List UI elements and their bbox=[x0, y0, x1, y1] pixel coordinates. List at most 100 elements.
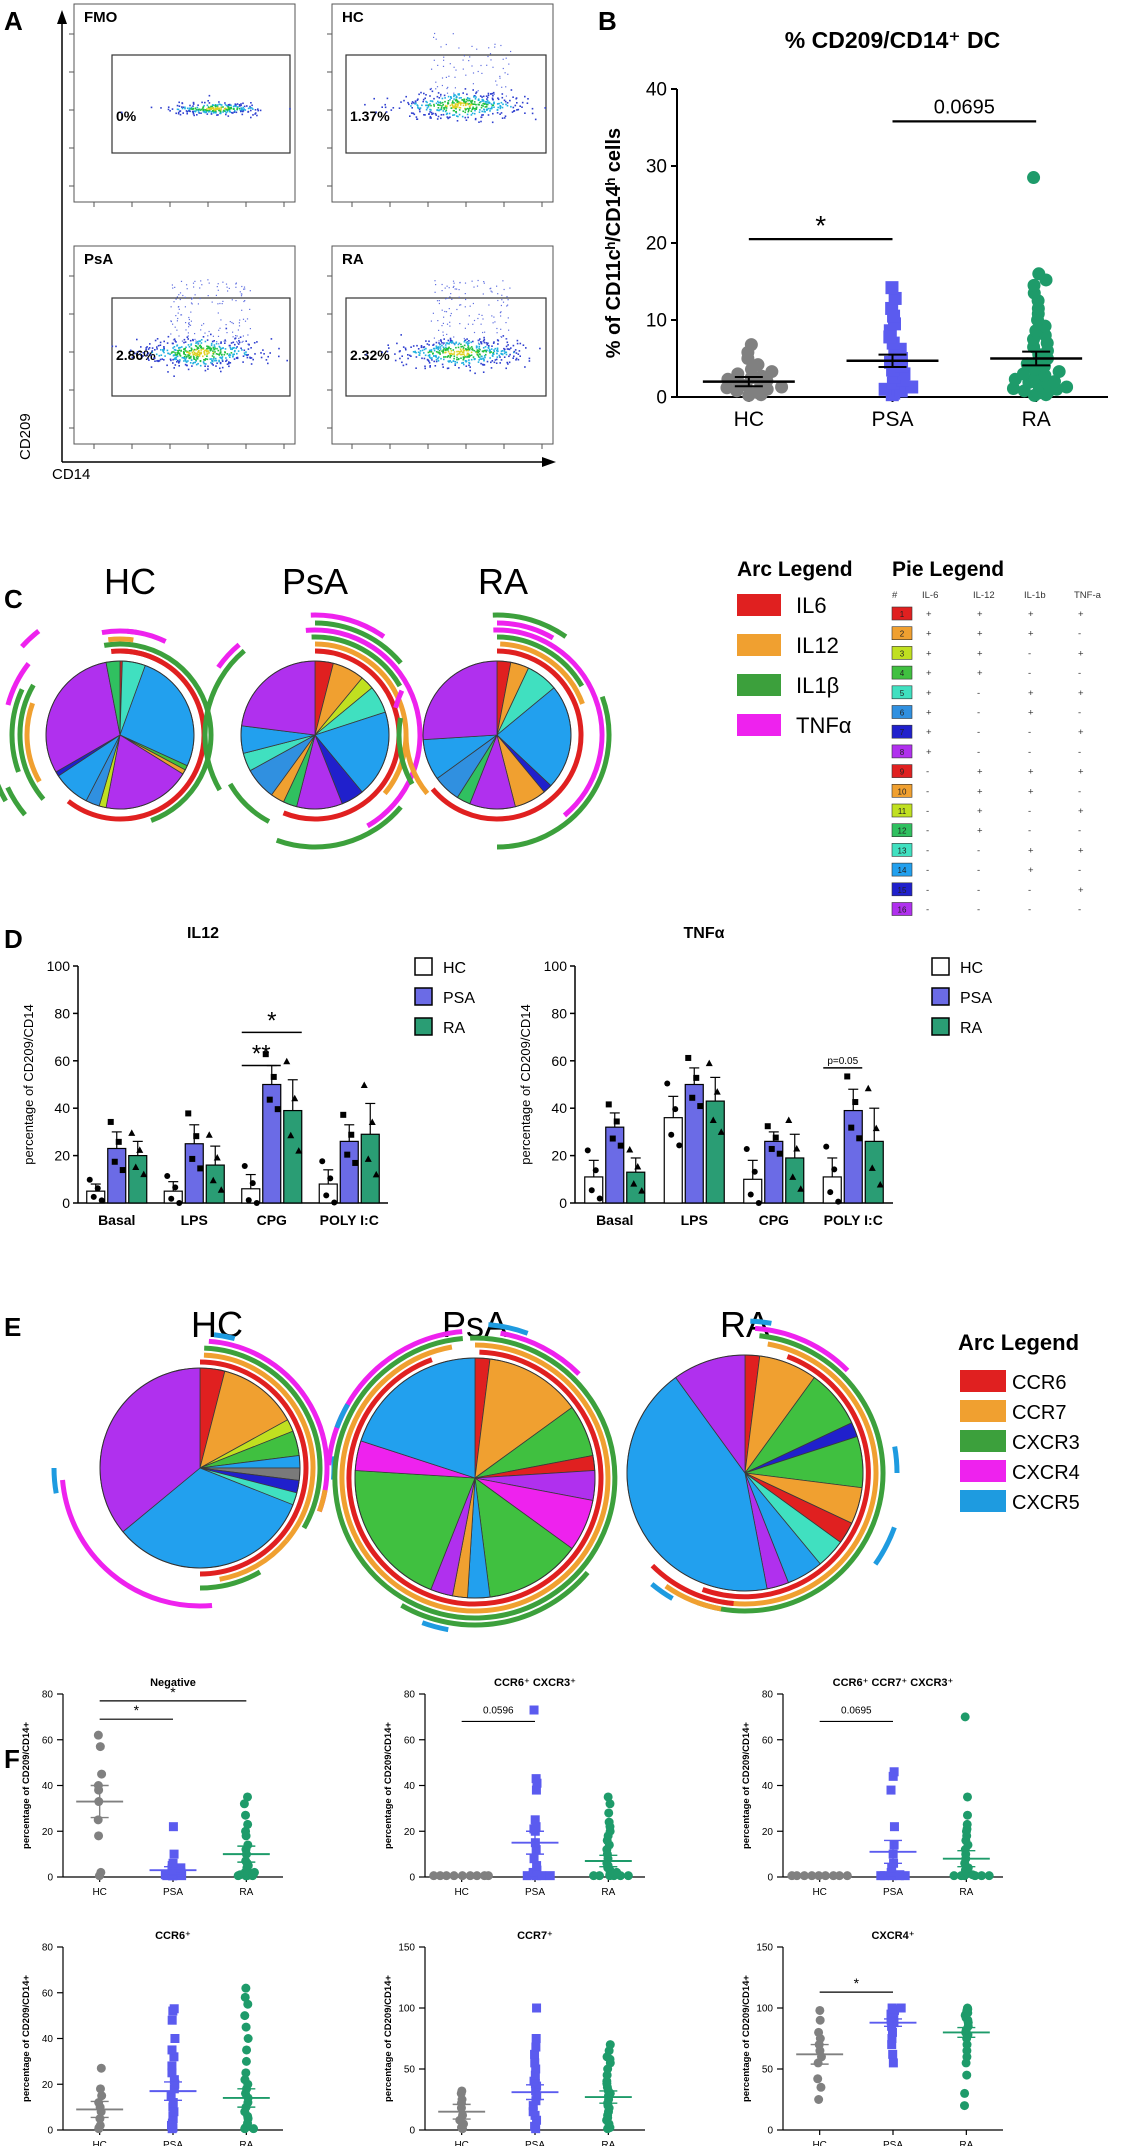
flow-event-dot bbox=[501, 86, 503, 88]
flow-event-dot bbox=[425, 94, 427, 96]
flow-event-dot bbox=[224, 339, 226, 341]
pie-legend-swatch bbox=[891, 705, 913, 719]
flow-event-dot bbox=[416, 104, 419, 106]
flow-event-dot bbox=[407, 354, 409, 356]
flow-event-dot bbox=[462, 348, 464, 350]
flow-event-dot bbox=[442, 351, 444, 354]
flow-event-dot bbox=[410, 355, 412, 357]
pie-legend-value: + bbox=[1078, 648, 1084, 659]
bar bbox=[684, 1083, 704, 1204]
flow-event-dot bbox=[192, 103, 195, 105]
flow-event-dot bbox=[188, 110, 190, 112]
flow-event-dot bbox=[241, 341, 243, 343]
data-point bbox=[170, 2034, 180, 2043]
flow-event-dot bbox=[452, 105, 454, 108]
flow-event-dot bbox=[473, 286, 475, 288]
flow-event-dot bbox=[462, 350, 465, 353]
flow-event-dot bbox=[429, 100, 432, 102]
flow-event-dot bbox=[242, 106, 244, 109]
flow-event-dot bbox=[182, 294, 184, 297]
flow-event-dot bbox=[458, 102, 460, 104]
flow-event-dot bbox=[195, 342, 197, 344]
flow-event-dot bbox=[202, 347, 205, 350]
y-tick-label: 0 bbox=[47, 2126, 53, 2137]
y-axis-label: percentage of CD209/CD14+ bbox=[741, 1722, 752, 1849]
data-point bbox=[253, 1200, 260, 1206]
flow-event-dot bbox=[445, 76, 447, 78]
flow-event-dot bbox=[239, 109, 242, 111]
data-point bbox=[630, 1180, 638, 1187]
flow-event-dot bbox=[186, 351, 188, 353]
flow-event-dot bbox=[427, 351, 430, 354]
data-point bbox=[668, 1131, 675, 1138]
flow-event-dot bbox=[460, 343, 462, 346]
flow-event-dot bbox=[490, 361, 492, 364]
flow-event-dot bbox=[497, 293, 499, 295]
flow-event-dot bbox=[519, 342, 522, 345]
flow-event-dot bbox=[233, 105, 236, 107]
gate-rect bbox=[111, 54, 291, 154]
flow-event-dot bbox=[228, 103, 231, 106]
flow-event-dot bbox=[453, 95, 455, 98]
flow-event-dot bbox=[233, 111, 236, 113]
flow-event-dot bbox=[455, 98, 457, 101]
flow-event-dot bbox=[244, 109, 247, 111]
flow-event-dot bbox=[437, 346, 440, 348]
flow-event-dot bbox=[219, 353, 221, 355]
flow-event-dot bbox=[207, 368, 209, 370]
flow-event-dot bbox=[439, 346, 442, 348]
flow-event-dot bbox=[175, 356, 178, 358]
flow-event-dot bbox=[493, 93, 495, 95]
data-point bbox=[537, 1871, 547, 1881]
flow-event-dot bbox=[204, 365, 206, 367]
flow-event-dot bbox=[207, 345, 210, 348]
flow-event-dot bbox=[167, 352, 169, 355]
flow-event-dot bbox=[474, 372, 476, 375]
flow-event-dot bbox=[170, 352, 173, 354]
data-point bbox=[531, 2042, 541, 2052]
bar bbox=[339, 1140, 359, 1204]
flow-event-dot bbox=[231, 111, 233, 114]
flow-event-dot bbox=[216, 362, 218, 364]
pie-arc bbox=[110, 648, 164, 665]
flow-event-dot bbox=[485, 100, 488, 103]
flow-event-dot bbox=[182, 351, 185, 353]
data-point bbox=[887, 2027, 897, 2037]
flow-event-dot bbox=[503, 352, 506, 355]
flow-event-dot bbox=[216, 286, 218, 288]
flow-event-dot bbox=[458, 47, 460, 49]
pie-legend-header: IL-1b bbox=[1024, 590, 1046, 601]
pie-arc bbox=[873, 1526, 897, 1566]
data-point bbox=[243, 1999, 253, 2009]
flow-event-dot bbox=[437, 64, 439, 66]
flow-event-dot bbox=[493, 349, 495, 351]
flow-event-dot bbox=[475, 345, 478, 347]
flow-event-dot bbox=[510, 50, 512, 53]
flow-event-dot bbox=[214, 104, 216, 107]
pie-arc bbox=[204, 1345, 323, 1530]
flow-event-dot bbox=[417, 107, 419, 109]
flow-event-dot bbox=[184, 348, 186, 350]
flow-event-dot bbox=[215, 294, 217, 296]
flow-event-dot bbox=[193, 357, 195, 360]
flow-event-dot bbox=[204, 349, 206, 352]
flow-event-dot bbox=[195, 108, 198, 111]
flow-event-dot bbox=[459, 323, 461, 325]
flow-event-dot bbox=[115, 345, 117, 348]
flow-event-dot bbox=[505, 57, 507, 59]
flow-event-dot bbox=[419, 107, 422, 109]
flow-event-dot bbox=[224, 342, 226, 344]
flow-event-dot bbox=[200, 352, 202, 355]
flow-event-dot bbox=[490, 59, 492, 61]
flow-event-dot bbox=[214, 357, 217, 360]
flow-event-dot bbox=[458, 342, 461, 345]
flow-event-dot bbox=[468, 60, 470, 62]
data-point bbox=[97, 1769, 107, 1779]
flow-event-dot bbox=[499, 113, 501, 115]
flow-event-dot bbox=[260, 352, 262, 354]
flow-event-dot bbox=[200, 280, 202, 282]
data-point bbox=[240, 1992, 250, 2002]
flow-event-dot bbox=[481, 98, 484, 101]
